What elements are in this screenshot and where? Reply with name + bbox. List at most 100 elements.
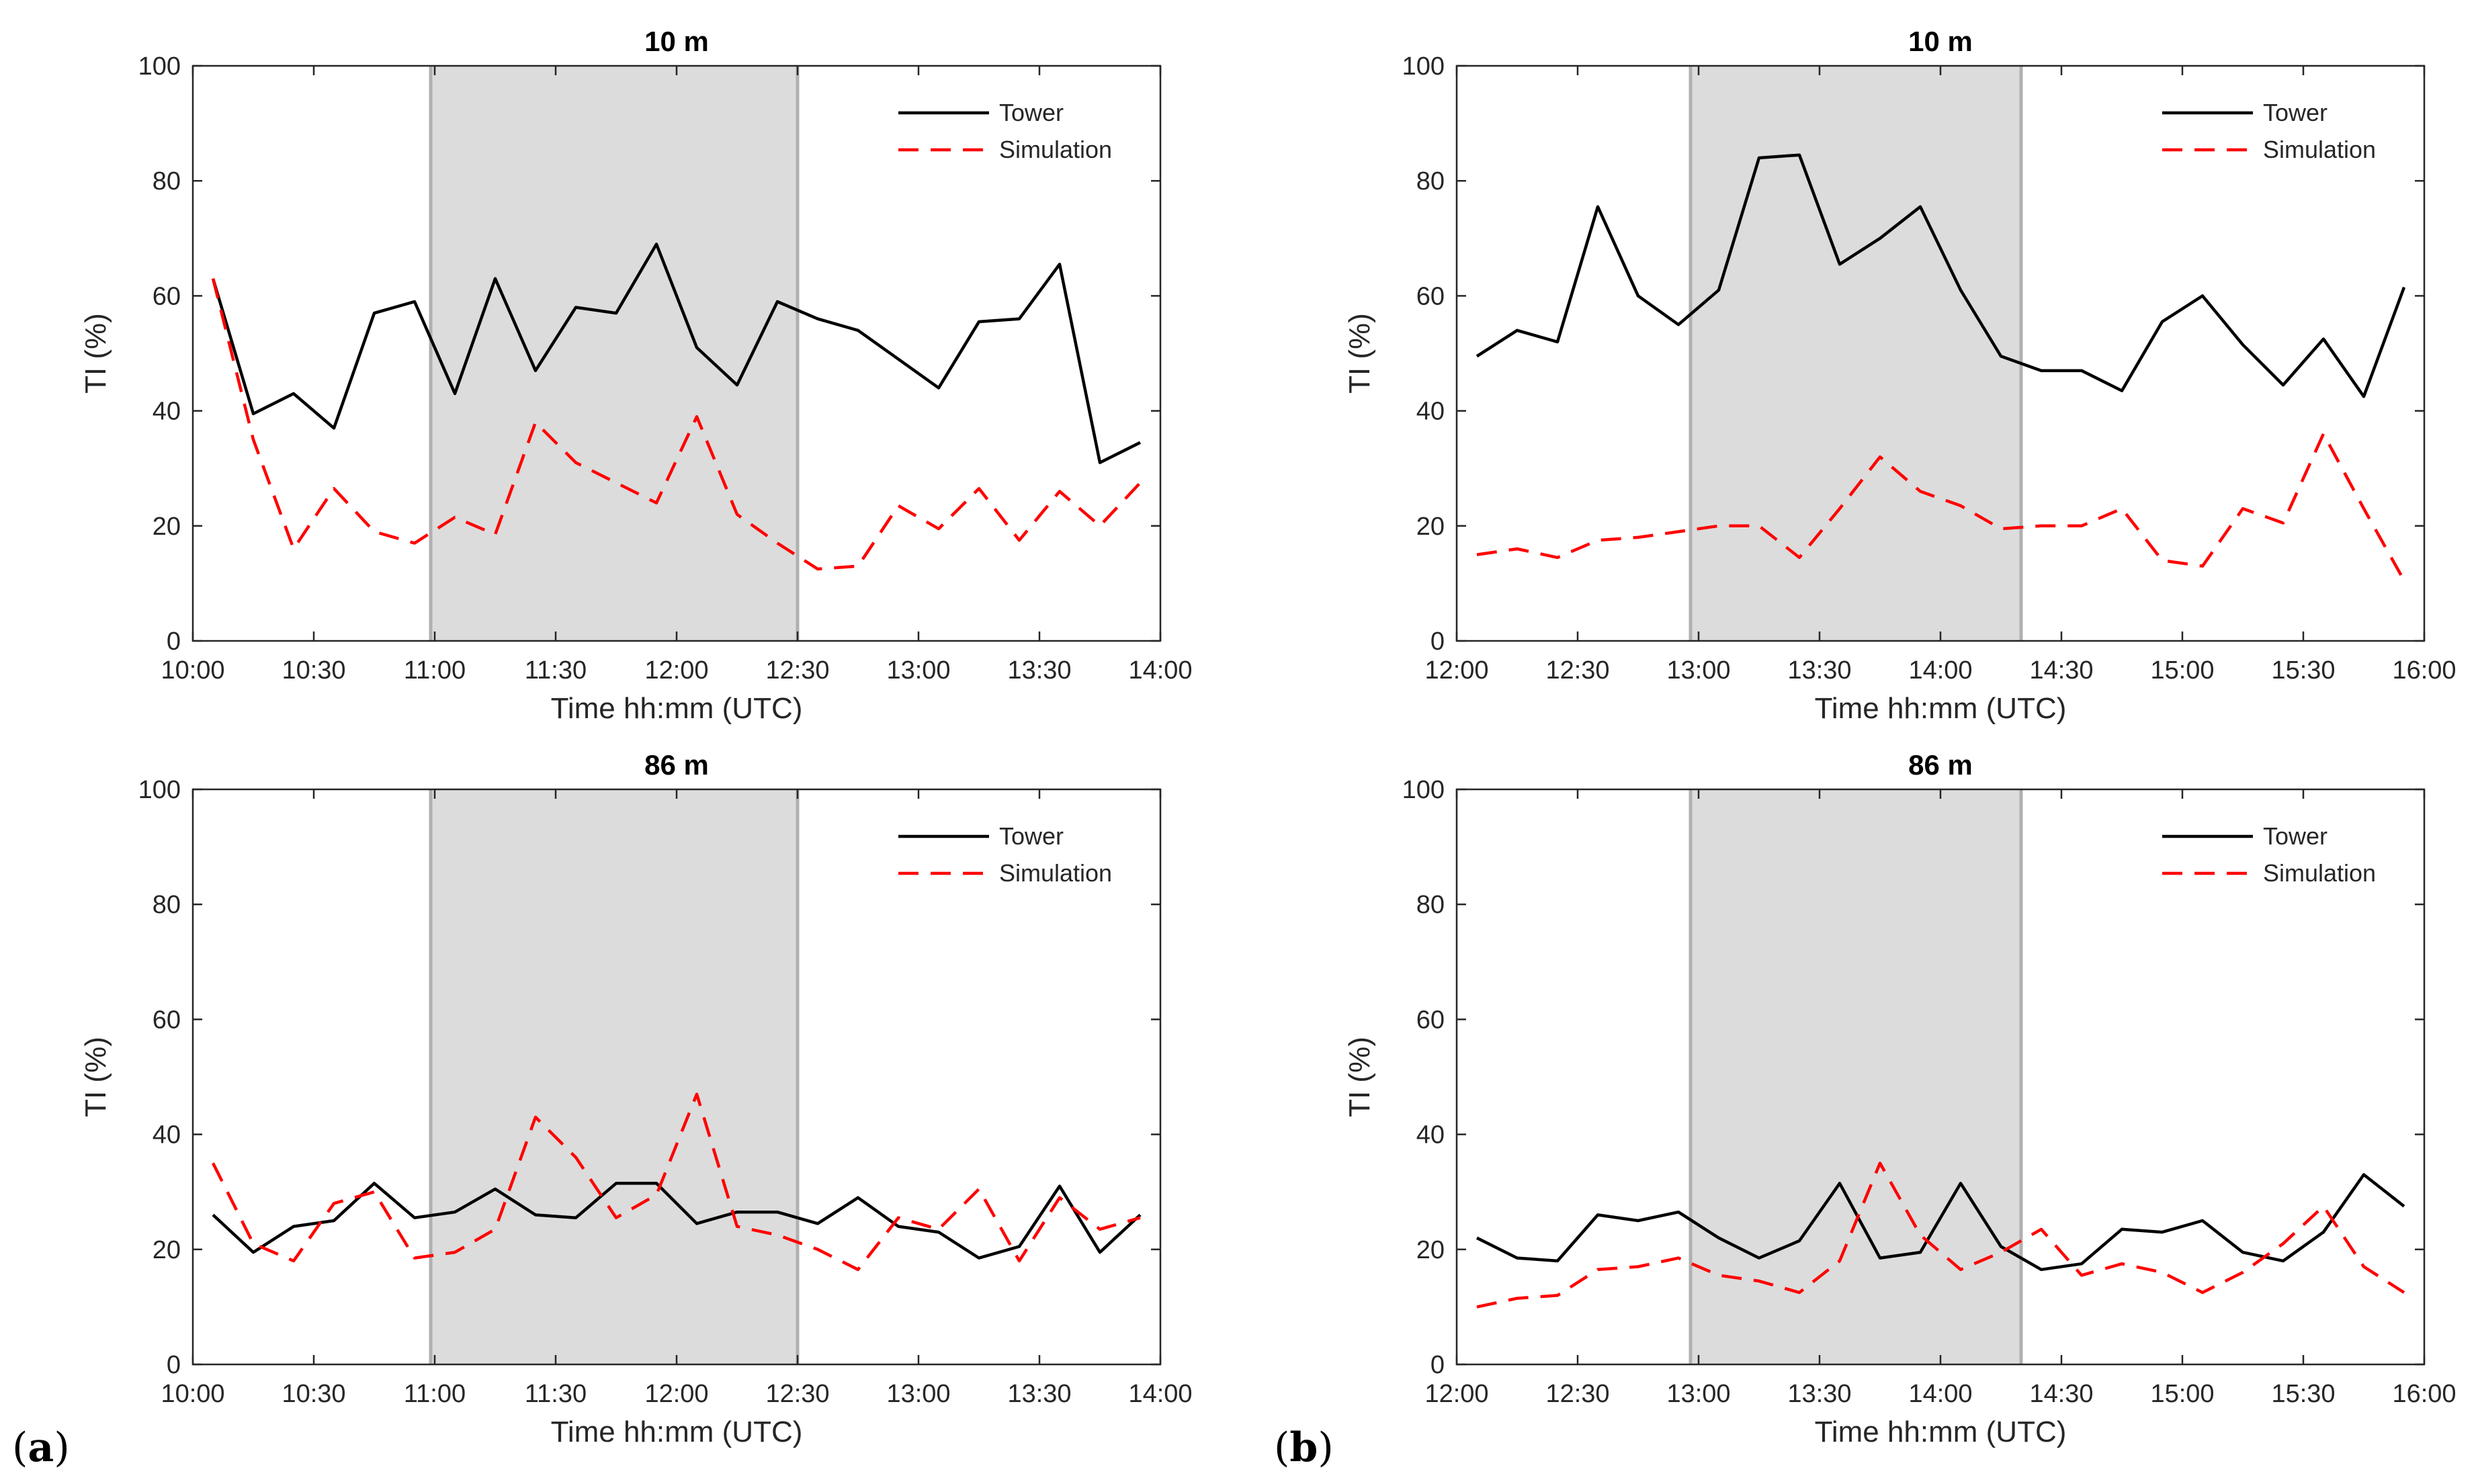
x-tick-label: 16:00 <box>2392 1380 2456 1408</box>
chart-b-86m: 12:00 12:30 13:00 13:30 14:00 14:30 15:00 15:30… <box>1343 749 2456 1448</box>
panel-label-a-letter: a <box>28 1424 54 1471</box>
x-tick-label: 12:30 <box>1545 656 1609 685</box>
x-tick-label: 14:00 <box>1908 1380 1972 1408</box>
x-tick-label: 13:30 <box>1787 1380 1851 1408</box>
y-tick-label: 80 <box>1416 167 1445 195</box>
y-tick-label: 20 <box>1416 513 1445 541</box>
y-tick-label: 0 <box>167 627 181 656</box>
series-line-tower <box>212 1182 1142 1260</box>
y-tick-label: 20 <box>153 1236 181 1264</box>
chart-title: 86 m <box>1908 749 1973 781</box>
x-tick-label: 10:00 <box>161 1380 224 1408</box>
x-tick-label: 14:30 <box>2029 1380 2093 1408</box>
charts-layer: 10:00 10:30 11:00 11:30 12:00 12:30 13:00 13:30… <box>79 26 2456 1448</box>
y-axis-title: TI (%) <box>79 313 112 394</box>
chart-title: 10 m <box>1908 26 1973 57</box>
x-tick-label: 11:30 <box>525 656 587 685</box>
panel-label-a-close: ) <box>54 1424 69 1471</box>
x-axis-title: Time hh:mm (UTC) <box>551 1415 803 1448</box>
x-tick-label: 12:00 <box>1424 1380 1488 1408</box>
legend-label-simulation: Simulation <box>999 136 1112 163</box>
chart-title: 10 m <box>644 26 709 57</box>
x-tick-label: 12:00 <box>644 656 708 685</box>
x-tick-label: 15:00 <box>2150 1380 2214 1408</box>
series-line-simulation <box>211 278 1142 571</box>
shaded-interval <box>431 789 798 1364</box>
x-tick-label: 11:30 <box>525 1380 587 1408</box>
x-tick-label: 14:00 <box>1128 656 1192 685</box>
y-tick-label: 80 <box>153 891 181 919</box>
panel-label-b-letter: b <box>1289 1424 1318 1471</box>
x-tick-label: 13:30 <box>1787 656 1851 685</box>
series-line-simulation <box>1476 432 2405 582</box>
x-tick-label: 10:30 <box>282 1380 345 1408</box>
y-tick-label: 40 <box>1416 1121 1445 1149</box>
x-tick-label: 15:00 <box>2150 656 2214 685</box>
x-tick-label: 11:00 <box>404 1380 466 1408</box>
y-tick-label: 0 <box>1430 1351 1445 1379</box>
y-tick-label: 60 <box>1416 282 1445 310</box>
x-tick-label: 12:30 <box>765 656 829 685</box>
x-tick-label: 10:00 <box>161 656 224 685</box>
y-tick-label: 0 <box>1430 627 1445 656</box>
series-line-tower <box>1476 153 2406 398</box>
x-tick-label: 14:00 <box>1908 656 1972 685</box>
series-line-simulation <box>211 1092 1141 1272</box>
chart-b-10m: 12:00 12:30 13:00 13:30 14:00 14:30 15:00 15:30… <box>1343 26 2456 725</box>
x-tick-label: 10:30 <box>282 656 345 685</box>
x-tick-label: 15:30 <box>2271 656 2335 685</box>
x-tick-label: 12:00 <box>644 1380 708 1408</box>
shaded-interval <box>431 66 798 641</box>
y-axis-title: TI (%) <box>1343 313 1376 394</box>
chart-a-86m: 10:00 10:30 11:00 11:30 12:00 12:30 13:00 13:30… <box>79 749 1193 1448</box>
panel-label-b: (b) <box>1274 1424 1334 1471</box>
x-tick-label: 15:30 <box>2271 1380 2335 1408</box>
legend-label-simulation: Simulation <box>2263 859 2376 887</box>
y-tick-label: 60 <box>153 1006 181 1034</box>
x-tick-label: 13:00 <box>1666 1380 1730 1408</box>
panel-label-b-close: ) <box>1318 1424 1333 1471</box>
legend-label-tower: Tower <box>999 99 1064 126</box>
legend-label-tower: Tower <box>999 822 1064 850</box>
x-tick-label: 13:30 <box>1007 1380 1071 1408</box>
x-tick-label: 13:00 <box>886 656 950 685</box>
x-tick-label: 16:00 <box>2392 656 2456 685</box>
y-tick-label: 40 <box>153 398 181 426</box>
chart-a-10m: 10:00 10:30 11:00 11:30 12:00 12:30 13:00 13:30… <box>79 26 1193 725</box>
x-tick-label: 12:00 <box>1424 656 1488 685</box>
y-tick-label: 0 <box>167 1351 181 1379</box>
y-tick-label: 40 <box>1416 398 1445 426</box>
x-tick-label: 12:30 <box>1545 1380 1609 1408</box>
x-tick-label: 13:00 <box>886 1380 950 1408</box>
x-axis-title: Time hh:mm (UTC) <box>1815 1415 2067 1448</box>
x-tick-label: 14:00 <box>1128 1380 1192 1408</box>
chart-title: 86 m <box>644 749 709 781</box>
x-tick-label: 14:30 <box>2029 656 2093 685</box>
y-axis-title: TI (%) <box>1343 1037 1376 1117</box>
shaded-interval <box>1691 789 2021 1364</box>
legend-label-simulation: Simulation <box>999 859 1112 887</box>
y-tick-label: 80 <box>1416 891 1445 919</box>
y-tick-label: 100 <box>1402 52 1445 81</box>
y-tick-label: 100 <box>138 776 181 804</box>
panel-label-a-open: ( <box>12 1424 28 1471</box>
x-axis-title: Time hh:mm (UTC) <box>551 692 803 725</box>
x-axis-title: Time hh:mm (UTC) <box>1815 692 2067 725</box>
series-line-tower <box>1476 1173 2405 1272</box>
y-tick-label: 40 <box>153 1121 181 1149</box>
y-tick-label: 60 <box>1416 1006 1445 1034</box>
legend-label-simulation: Simulation <box>2263 136 2376 163</box>
y-tick-label: 100 <box>1402 776 1445 804</box>
y-tick-label: 20 <box>153 513 181 541</box>
y-tick-label: 80 <box>153 167 181 195</box>
series-line-simulation <box>1476 1162 2405 1309</box>
y-tick-label: 20 <box>1416 1236 1445 1264</box>
legend-label-tower: Tower <box>2263 822 2327 850</box>
series-line-tower <box>211 243 1142 464</box>
x-tick-label: 13:00 <box>1666 656 1730 685</box>
y-tick-label: 100 <box>138 52 181 81</box>
shaded-interval <box>1691 66 2021 641</box>
legend-label-tower: Tower <box>2263 99 2327 126</box>
y-tick-label: 60 <box>153 282 181 310</box>
